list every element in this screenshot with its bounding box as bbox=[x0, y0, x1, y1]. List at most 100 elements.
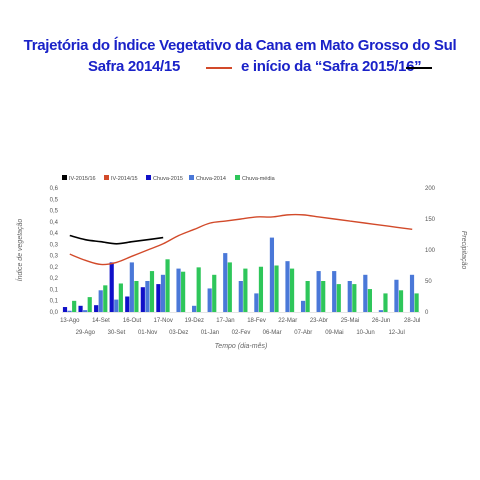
series-line bbox=[69, 234, 164, 245]
x-tick-label: 14-Set bbox=[92, 318, 110, 324]
x-tick-label: 17-Jan bbox=[216, 318, 234, 324]
bar bbox=[67, 310, 72, 312]
x-tick-label: 07-Abr bbox=[294, 330, 312, 336]
y-tick-label: 0,1 bbox=[50, 299, 59, 305]
x-tick-label: 30-Set bbox=[108, 330, 126, 336]
y-tick-label: 0,3 bbox=[50, 242, 59, 248]
bar bbox=[109, 262, 114, 312]
x-tick-label: 09-Mai bbox=[325, 330, 343, 336]
x-tick-label: 26-Jun bbox=[372, 318, 390, 324]
bar bbox=[196, 267, 201, 312]
bar bbox=[227, 262, 232, 312]
bar bbox=[238, 281, 243, 312]
bar bbox=[62, 307, 68, 312]
subtitle-safra-2014: Safra 2014/15 bbox=[88, 58, 181, 75]
bar bbox=[118, 283, 123, 312]
legend-swatch bbox=[62, 175, 67, 180]
x-tick-label: 01-Jan bbox=[201, 330, 219, 336]
y2-tick-label: 50 bbox=[425, 279, 432, 285]
bar bbox=[394, 279, 399, 312]
x-tick-label: 02-Fev bbox=[232, 330, 251, 336]
y2-tick-label: 0 bbox=[425, 310, 429, 316]
bar bbox=[94, 305, 99, 312]
y-tick-label: 0,1 bbox=[50, 287, 59, 293]
bar bbox=[72, 300, 77, 312]
y-tick-label: 0,3 bbox=[50, 254, 59, 260]
bar bbox=[316, 271, 321, 312]
bar bbox=[212, 274, 217, 312]
x-tick-label: 22-Mar bbox=[278, 318, 297, 324]
legend-label: IV-2015/16 bbox=[69, 176, 96, 182]
bar bbox=[409, 274, 415, 312]
bar bbox=[285, 261, 290, 312]
bar bbox=[145, 281, 150, 312]
chart-title: Trajetória do Índice Vegetativo da Cana … bbox=[23, 37, 457, 54]
bar bbox=[398, 290, 404, 312]
x-tick-label: 18-Fev bbox=[247, 318, 266, 324]
bar bbox=[347, 281, 352, 312]
bar bbox=[363, 274, 368, 312]
bar bbox=[352, 284, 357, 312]
y2-tick-label: 200 bbox=[425, 186, 436, 192]
x-tick-label: 10-Jun bbox=[356, 330, 374, 336]
x-tick-label: 13-Ago bbox=[60, 318, 80, 324]
x-tick-label: 12-Jul bbox=[388, 330, 404, 336]
x-tick-label: 16-Out bbox=[123, 318, 142, 324]
bar bbox=[103, 285, 108, 312]
series-line bbox=[69, 213, 413, 266]
bar bbox=[207, 288, 212, 312]
bar bbox=[125, 296, 130, 312]
subtitle-safra-2015: e início da “Safra 2015/16” bbox=[241, 58, 422, 75]
x-tick-label: 17-Nov bbox=[153, 318, 172, 324]
bar bbox=[336, 284, 341, 312]
bar bbox=[258, 266, 264, 312]
legend-swatch bbox=[235, 175, 240, 180]
legend-swatch bbox=[104, 175, 109, 180]
x-tick-label: 28-Jul bbox=[404, 318, 420, 324]
x-axis-label: Tempo (dia-mês) bbox=[215, 343, 268, 350]
bar bbox=[98, 290, 103, 312]
legend-label: Chuva-2015 bbox=[153, 176, 183, 182]
x-tick-label: 29-Ago bbox=[76, 330, 96, 336]
bar bbox=[383, 293, 388, 312]
y2-tick-label: 150 bbox=[425, 217, 436, 223]
legend-swatch bbox=[189, 175, 194, 180]
bar bbox=[176, 268, 181, 312]
y-tick-label: 0,6 bbox=[50, 186, 59, 192]
y-tick-label: 0,4 bbox=[50, 220, 59, 226]
legend-label: IV-2014/15 bbox=[111, 176, 138, 182]
bar bbox=[254, 293, 259, 312]
x-tick-label: 01-Nov bbox=[138, 330, 157, 336]
bar bbox=[332, 271, 337, 312]
bar bbox=[134, 281, 139, 312]
bar bbox=[223, 253, 228, 312]
bar bbox=[300, 300, 306, 312]
legend-label: Chuva-média bbox=[242, 176, 276, 182]
x-tick-label: 19-Dez bbox=[185, 318, 204, 324]
bar bbox=[243, 268, 248, 312]
x-tick-label: 03-Dez bbox=[169, 330, 188, 336]
bar bbox=[87, 297, 92, 312]
y-tick-label: 0,2 bbox=[50, 265, 59, 271]
x-tick-label: 23-Abr bbox=[310, 318, 328, 324]
y-tick-label: 0,2 bbox=[50, 276, 59, 282]
legend-swatch bbox=[146, 175, 151, 180]
bar bbox=[156, 284, 161, 312]
y2-tick-label: 100 bbox=[425, 248, 436, 254]
y2-axis-label: Precipitação bbox=[460, 231, 467, 270]
bar bbox=[78, 305, 83, 312]
bar bbox=[140, 287, 145, 312]
bar bbox=[181, 271, 186, 312]
legend-label: Chuva-2014 bbox=[196, 176, 226, 182]
bar bbox=[269, 237, 275, 312]
y-tick-label: 0,0 bbox=[50, 310, 59, 316]
bar bbox=[305, 281, 310, 312]
x-tick-label: 25-Mai bbox=[341, 318, 359, 324]
y-tick-label: 0,5 bbox=[50, 197, 59, 203]
y-tick-label: 0,4 bbox=[50, 231, 59, 237]
bar bbox=[83, 310, 88, 312]
bar bbox=[165, 259, 170, 312]
subtitle-swatch-2015 bbox=[406, 67, 432, 69]
bar bbox=[129, 262, 134, 312]
